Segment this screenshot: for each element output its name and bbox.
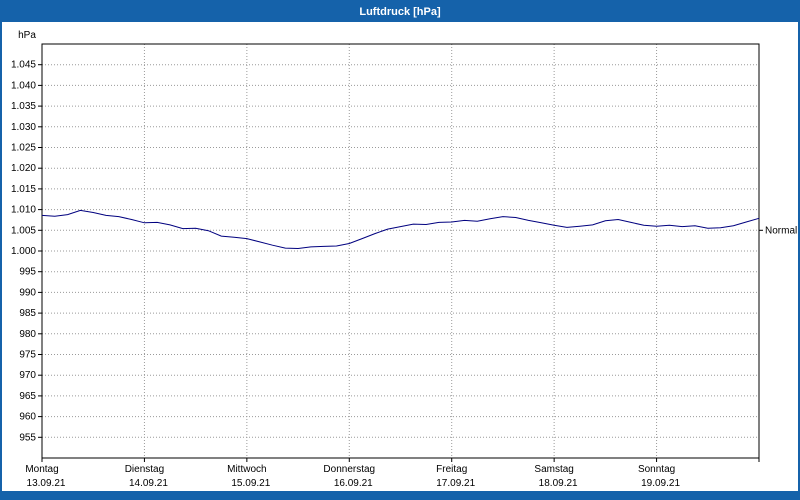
x-axis-labels: Montag 13.09.21 Dienstag 14.09.21 Mittwoch 15… xyxy=(25,464,680,489)
x-date-label: 17.09.21 xyxy=(436,478,475,489)
x-date-label: 19.09.21 xyxy=(641,478,680,489)
y-tick-label: 1.045 xyxy=(11,60,36,71)
y-tick-label: 980 xyxy=(19,329,36,340)
y-tick-label: 970 xyxy=(19,370,36,381)
x-date-label: 14.09.21 xyxy=(129,478,168,489)
y-axis-labels: 1.045 1.040 1.035 1.030 1.025 1.020 1.015 1.010… xyxy=(11,60,36,444)
y-tick-label: 995 xyxy=(19,267,36,278)
pressure-series-line xyxy=(41,209,760,250)
x-date-label: 16.09.21 xyxy=(334,478,373,489)
y-tick-label: 955 xyxy=(19,432,36,443)
x-date-label: 18.09.21 xyxy=(539,478,578,489)
y-tick-label: 985 xyxy=(19,308,36,319)
pressure-chart: 1.045 1.040 1.035 1.030 1.025 1.020 1.015 1.010… xyxy=(11,30,797,489)
x-date-label: 13.09.21 xyxy=(27,478,66,489)
x-day-label: Dienstag xyxy=(125,464,164,475)
x-day-label: Donnerstag xyxy=(323,464,375,475)
normal-marker: Normal xyxy=(759,225,797,236)
y-tick-label: 960 xyxy=(19,412,36,423)
y-tick-label: 990 xyxy=(19,287,36,298)
y-tick-label: 1.000 xyxy=(11,246,36,257)
y-tick-label: 1.005 xyxy=(11,225,36,236)
y-tick-label: 1.010 xyxy=(11,205,36,216)
x-date-label: 15.09.21 xyxy=(231,478,270,489)
chart-area: 1.045 1.040 1.035 1.030 1.025 1.020 1.015 1.010… xyxy=(2,22,798,491)
y-unit-label: hPa xyxy=(18,30,36,41)
y-tick-label: 1.025 xyxy=(11,143,36,154)
y-tick-label: 1.040 xyxy=(11,80,36,91)
title-bar: Luftdruck [hPa] xyxy=(2,2,798,22)
y-tick-label: 1.030 xyxy=(11,122,36,133)
x-day-label: Freitag xyxy=(436,464,467,475)
y-tick-label: 1.020 xyxy=(11,163,36,174)
normal-label: Normal xyxy=(765,225,797,236)
plot-border xyxy=(41,43,760,459)
window-title: Luftdruck [hPa] xyxy=(359,6,441,18)
gridlines xyxy=(42,44,759,458)
y-tick-label: 1.015 xyxy=(11,184,36,195)
axis-ticks xyxy=(38,64,760,462)
x-day-label: Sonntag xyxy=(638,464,675,475)
y-tick-label: 965 xyxy=(19,391,36,402)
x-day-label: Samstag xyxy=(534,464,573,475)
y-tick-label: 1.035 xyxy=(11,101,36,112)
x-day-label: Mittwoch xyxy=(227,464,266,475)
x-day-label: Montag xyxy=(25,464,58,475)
y-tick-label: 975 xyxy=(19,350,36,361)
